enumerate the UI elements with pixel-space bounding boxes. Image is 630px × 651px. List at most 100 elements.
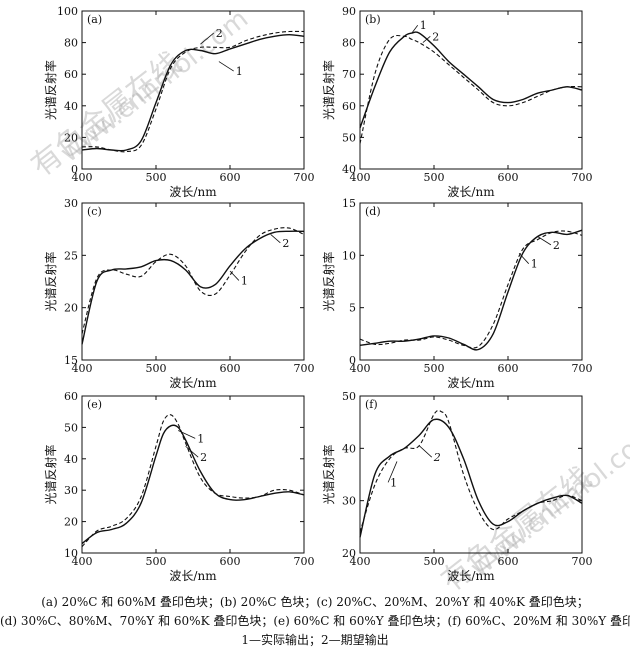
x-tick-label: 600 <box>220 362 241 375</box>
series-leader-line <box>518 252 530 264</box>
plot-frame <box>359 395 583 554</box>
series-line-1 <box>359 31 583 129</box>
y-axis-label: 光谱反射率 <box>321 251 336 311</box>
panel-label: (c) <box>87 205 102 218</box>
series-label: 2 <box>216 27 223 40</box>
y-tick-label: 70 <box>342 68 356 81</box>
panel-label: (a) <box>87 13 102 26</box>
x-tick-label: 500 <box>424 555 445 568</box>
series-leader-line <box>185 445 199 458</box>
series-line-2 <box>359 230 583 349</box>
y-axis-label: 光谱反射率 <box>43 251 58 311</box>
y-tick-label: 50 <box>342 131 356 144</box>
plot-frame <box>359 10 583 170</box>
series-line-1 <box>81 230 305 345</box>
x-tick-label: 400 <box>72 555 93 568</box>
x-tick-label: 700 <box>294 555 315 568</box>
series-label: 1 <box>197 432 204 445</box>
y-axis-label: 光谱反射率 <box>321 60 336 120</box>
x-axis-label: 波长/nm <box>447 185 495 199</box>
y-tick-label: 60 <box>64 68 78 81</box>
x-tick-label: 500 <box>146 555 167 568</box>
y-tick-label: 10 <box>342 249 356 262</box>
y-axis-label: 光谱反射率 <box>321 444 336 504</box>
panel-label: (e) <box>87 398 102 411</box>
series-label: 1 <box>531 258 538 271</box>
y-tick-label: 20 <box>64 516 78 529</box>
plot-frame <box>81 202 305 361</box>
x-tick-label: 500 <box>424 171 445 184</box>
series-leader-line <box>218 61 234 72</box>
y-tick-label: 10 <box>64 547 78 560</box>
chart-panel: 400 500 600 700 0 20 40 60 80 100 (a) 波长/nm 光谱反射率 1 2 <box>43 5 315 199</box>
x-tick-label: 400 <box>350 171 371 184</box>
y-tick-label: 60 <box>342 100 356 113</box>
x-tick-label: 700 <box>572 171 593 184</box>
caption-line-3: 1—实际输出；2—期望输出 <box>241 633 389 647</box>
panel-label: (f) <box>365 398 378 411</box>
series-label: 1 <box>420 19 427 32</box>
y-tick-label: 15 <box>342 197 356 210</box>
y-tick-label: 20 <box>64 302 78 315</box>
x-tick-label: 700 <box>572 362 593 375</box>
y-axis-label: 光谱反射率 <box>43 444 58 504</box>
plot-frame <box>81 395 305 554</box>
y-tick-label: 5 <box>349 302 356 315</box>
series-leader-line <box>422 35 431 43</box>
caption-line-2: (d) 30%C、80%M、70%Y 和 60%K 叠印色块；(e) 60%C … <box>0 614 630 628</box>
x-axis-label: 波长/nm <box>169 569 217 583</box>
y-tick-label: 25 <box>64 249 78 262</box>
x-tick-label: 700 <box>294 362 315 375</box>
x-axis-label: 波长/nm <box>169 376 217 390</box>
x-tick-label: 500 <box>146 362 167 375</box>
y-tick-label: 80 <box>64 37 78 50</box>
plot-frame <box>81 10 305 170</box>
series-leader-line <box>537 236 552 246</box>
series-label: 2 <box>553 239 560 252</box>
chart-panel: 400 500 600 700 20 30 40 50 (f) 波长/nm 光谱反射率 1 2 <box>321 390 593 583</box>
series-line-1 <box>359 229 583 351</box>
plot-frame <box>359 202 583 361</box>
series-label: 1 <box>241 274 248 287</box>
series-line-2 <box>81 414 305 548</box>
x-tick-label: 400 <box>350 555 371 568</box>
y-tick-label: 40 <box>64 453 78 466</box>
series-leader-line <box>418 445 433 458</box>
x-tick-label: 600 <box>220 555 241 568</box>
y-tick-label: 30 <box>64 484 78 497</box>
y-tick-label: 20 <box>342 547 356 560</box>
series-label: 1 <box>390 476 397 489</box>
series-line-2 <box>81 227 305 334</box>
series-label: 2 <box>433 451 441 464</box>
series-leader-line <box>200 32 214 45</box>
x-tick-label: 500 <box>424 362 445 375</box>
x-tick-label: 600 <box>498 555 519 568</box>
x-tick-label: 600 <box>498 171 519 184</box>
series-line-1 <box>81 33 305 152</box>
y-tick-label: 60 <box>64 390 78 403</box>
y-tick-label: 80 <box>342 37 356 50</box>
series-line-2 <box>359 409 583 533</box>
y-tick-label: 40 <box>342 163 356 176</box>
y-tick-label: 40 <box>342 442 356 455</box>
y-tick-label: 30 <box>342 495 356 508</box>
x-tick-label: 500 <box>146 171 167 184</box>
series-leader-line <box>411 24 419 34</box>
series-label: 2 <box>282 237 289 250</box>
chart-panel: 400 500 600 700 15 20 25 30 (c) 波长/nm 光谱反射率 1 2 <box>43 197 315 390</box>
x-tick-label: 400 <box>72 171 93 184</box>
series-leader-line <box>270 234 281 244</box>
y-tick-label: 20 <box>64 131 78 144</box>
x-axis-label: 波长/nm <box>447 569 495 583</box>
series-label: 1 <box>236 65 243 78</box>
y-tick-label: 50 <box>342 390 356 403</box>
series-leader-line <box>387 461 398 483</box>
y-tick-label: 30 <box>64 197 78 210</box>
y-tick-label: 90 <box>342 5 356 18</box>
x-tick-label: 600 <box>220 171 241 184</box>
y-axis-label: 光谱反射率 <box>43 60 58 120</box>
y-tick-label: 100 <box>57 5 78 18</box>
panel-label: (b) <box>365 13 381 26</box>
series-label: 2 <box>200 451 207 464</box>
